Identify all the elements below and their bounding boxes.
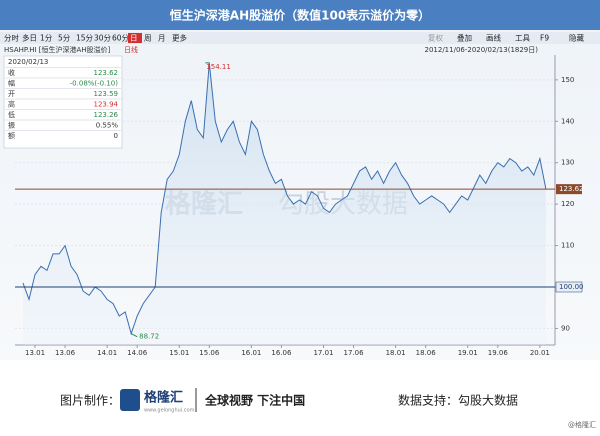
slogan: 全球视野 下注中国 xyxy=(204,393,305,408)
x-tick-label: 20.01 xyxy=(530,349,550,357)
line xyxy=(22,62,547,336)
toolbar-item[interactable]: 1分 xyxy=(40,34,53,43)
toolbar-item[interactable]: 60分 xyxy=(112,34,130,43)
y-tick-label: 110 xyxy=(561,242,574,250)
info-value: 123.59 xyxy=(94,90,119,98)
info-value: -0.08%(-0.10) xyxy=(70,80,119,88)
y-tick-label: 90 xyxy=(561,324,570,332)
info-value: 0.55% xyxy=(96,122,119,130)
y-tick-label: 120 xyxy=(561,200,574,208)
info-box: 2020/02/13 收 123.62 幅 -0.08%(-0.10) 开 123.59 高 1… xyxy=(3,55,123,149)
info-key: 收 xyxy=(8,68,15,77)
x-tick-label: 19.01 xyxy=(458,349,478,357)
toolbar-item[interactable]: 月 xyxy=(158,34,166,43)
reference-label: 100.00 xyxy=(559,283,584,291)
info-bg xyxy=(3,55,123,149)
info-value: 123.62 xyxy=(94,69,119,77)
toolbar-item[interactable]: 复权 xyxy=(428,33,443,43)
logo: 格隆汇 xyxy=(144,390,183,406)
info-key: 额 xyxy=(8,131,15,140)
toolbar-item[interactable]: 隐藏 xyxy=(569,33,584,43)
info-value: 123.94 xyxy=(94,101,119,109)
x-tick-label: 15.06 xyxy=(199,349,220,357)
x-tick-label: 18.01 xyxy=(386,349,406,357)
made-by: 图片制作： xyxy=(60,394,120,408)
info-key: 振 xyxy=(8,121,15,130)
toolbar-item[interactable]: 周 xyxy=(144,34,152,43)
min-pointer xyxy=(130,333,138,338)
toolbar-active xyxy=(128,33,142,43)
logo-url: www.gelonghui.com xyxy=(144,408,195,414)
period: 日线 xyxy=(124,45,138,54)
toolbar-item[interactable]: 更多 xyxy=(172,33,187,43)
x-tick-label: 14.01 xyxy=(97,349,117,357)
title: 恒生沪深港AH股溢价（数值100表示溢价为零） xyxy=(170,8,430,23)
x-tick-label: 16.06 xyxy=(271,349,292,357)
y-tick-label: 150 xyxy=(561,76,574,84)
logo-icon xyxy=(120,389,140,411)
y-tick-label: 140 xyxy=(561,117,574,125)
toolbar-item[interactable]: 分时 xyxy=(4,33,19,43)
x-tick-label: 18.06 xyxy=(416,349,437,357)
reference-box xyxy=(555,281,583,293)
credit: @格隆汇 xyxy=(568,420,596,429)
min-label: 88.72 xyxy=(139,333,159,341)
y-tick-label: 130 xyxy=(561,159,574,167)
x-tick-label: 14.06 xyxy=(127,349,148,357)
last-value-label: 123.62 xyxy=(559,185,584,193)
data-source: 数据支持：勾股大数据 xyxy=(398,393,518,408)
toolbar-item[interactable]: 日 xyxy=(130,34,138,43)
x-tick-label: 17.06 xyxy=(344,349,365,357)
x-tick-label: 15.01 xyxy=(169,349,189,357)
x-tick-label: 17.01 xyxy=(313,349,333,357)
toolbar-item[interactable]: 画线 xyxy=(486,33,501,43)
toolbar-item[interactable]: 15分 xyxy=(76,34,94,43)
range-text: 2012/11/06-2020/02/13(1829日) xyxy=(425,46,539,54)
info-key: 幅 xyxy=(8,79,15,88)
toolbar-item[interactable]: F9 xyxy=(540,34,549,43)
toolbar-item[interactable]: 工具 xyxy=(515,34,530,43)
max-label: 154.11 xyxy=(206,63,231,71)
info-value: 0 xyxy=(114,132,118,140)
toolbar-item[interactable]: 叠加 xyxy=(457,33,472,43)
x-tick-label: 16.01 xyxy=(241,349,261,357)
toolbar: 分时 多日 1分 5分 15分 30分 60分日周月更多 复权 叠加 画线 工具 F9 隐藏 xyxy=(4,33,584,43)
info-value: 123.26 xyxy=(94,111,119,119)
x-tick-label: 19.06 xyxy=(488,349,509,357)
title-bar xyxy=(0,0,600,30)
last-value-box xyxy=(556,184,582,195)
toolbar-bg xyxy=(0,32,600,44)
toolbar-item[interactable]: 5分 xyxy=(58,34,71,43)
info-key: 高 xyxy=(8,100,15,109)
x-tick-label: 13.06 xyxy=(55,349,76,357)
toolbar-item[interactable]: 多日 xyxy=(22,33,37,43)
info-date: 2020/02/13 xyxy=(8,58,48,66)
area xyxy=(23,62,546,346)
symbol: HSAHP.HI [恒生沪深港AH股溢价] xyxy=(4,45,111,54)
info-key: 开 xyxy=(8,90,15,98)
x-tick-label: 13.01 xyxy=(25,349,45,357)
toolbar-item[interactable]: 30分 xyxy=(94,34,112,43)
info-key: 低 xyxy=(8,110,15,119)
